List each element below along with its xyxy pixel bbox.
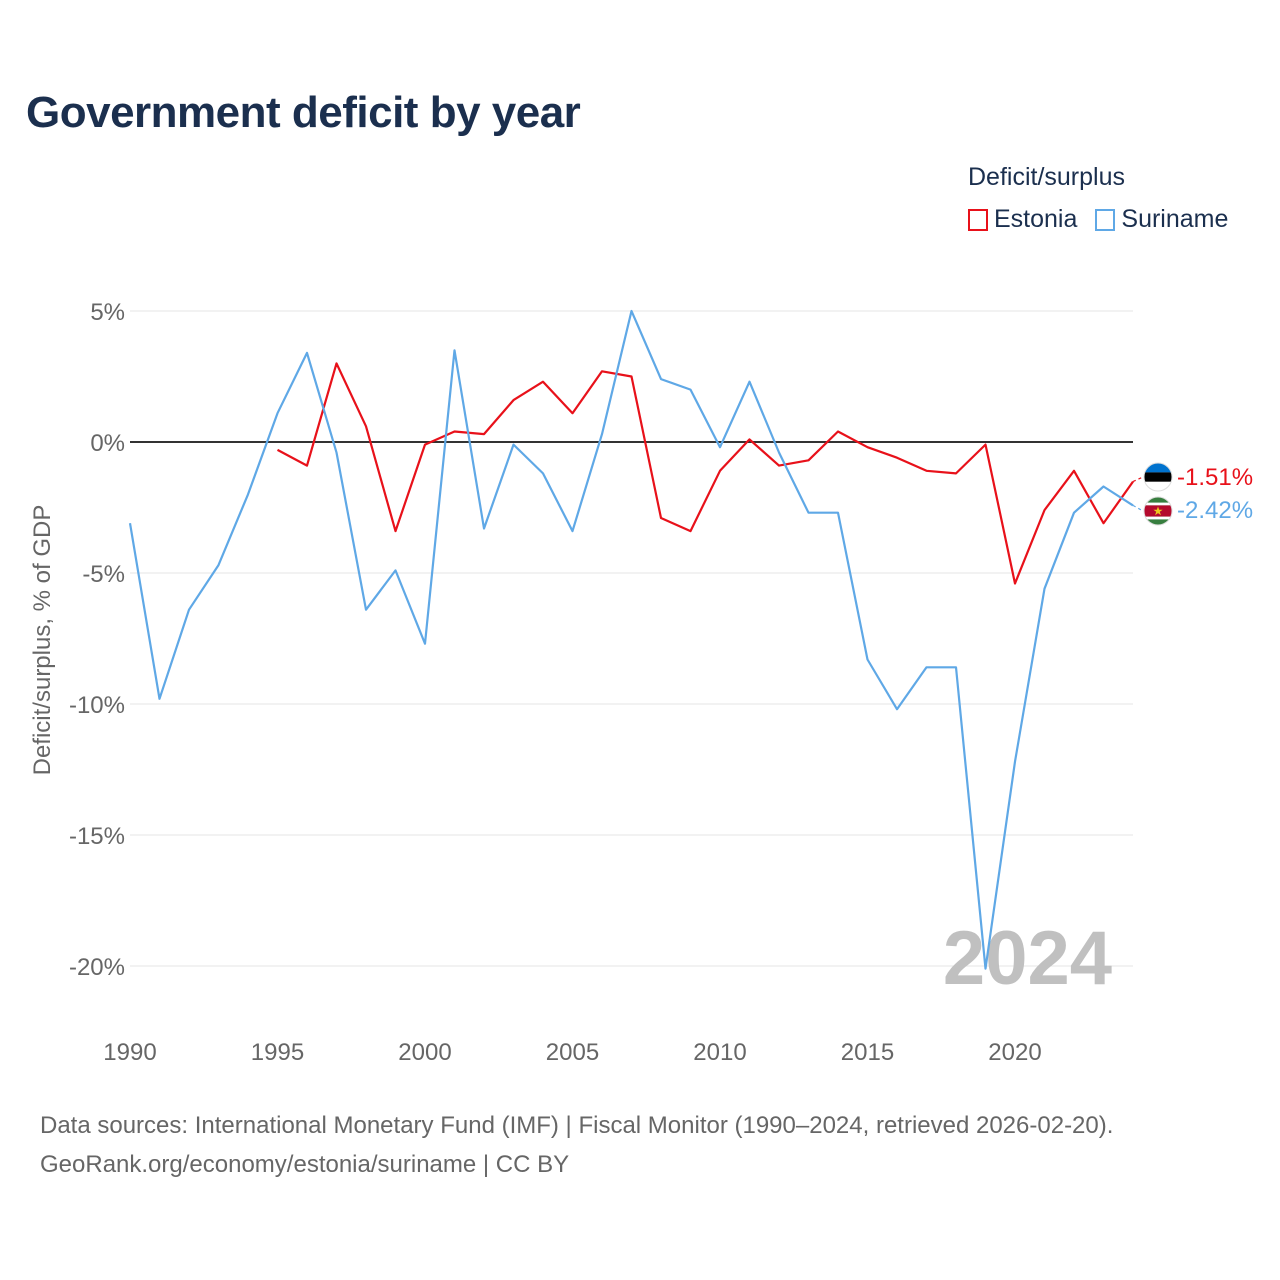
x-tick-label: 2000 [398, 1039, 451, 1066]
x-tick-label: 2010 [693, 1039, 746, 1066]
line-chart: 5% 0% -5% -10% -15% -20% 1990 1995 2000 2005 2010… [29, 299, 1253, 1066]
page-title: Government deficit by year [26, 88, 581, 137]
estonia-flag-icon [1144, 463, 1172, 491]
legend-item-suriname[interactable]: Suriname [1095, 205, 1228, 234]
series-line-suriname[interactable] [128, 309, 1134, 970]
x-tick-label: 2015 [841, 1039, 894, 1066]
y-tick-label: -20% [69, 954, 125, 981]
source-line-2: GeoRank.org/economy/estonia/suriname | C… [40, 1151, 570, 1178]
x-axis: 1990 1995 2000 2005 2010 2015 2020 [103, 1039, 1041, 1066]
suriname-flag-icon [1144, 497, 1172, 525]
x-tick-label: 1990 [103, 1039, 156, 1066]
legend-label-suriname: Suriname [1121, 205, 1229, 233]
estonia-flag-border [1143, 462, 1173, 492]
end-label-estonia: -1.51% [1177, 464, 1253, 491]
legend: Estonia Suriname [968, 205, 1228, 234]
source-note: Data sources: International Monetary Fun… [40, 1106, 1113, 1184]
end-label-suriname: -2.42% [1177, 497, 1253, 524]
series-line-estonia[interactable] [276, 362, 1134, 585]
connector-estonia [1132, 476, 1144, 483]
legend-title: Deficit/surplus [968, 163, 1125, 191]
y-tick-label: -5% [82, 561, 125, 588]
y-tick-label: 5% [90, 299, 125, 326]
suriname-flag-border [1143, 496, 1173, 526]
y-tick-label: 0% [90, 430, 125, 457]
y-tick-label: -10% [69, 692, 125, 719]
legend-swatch-suriname [1095, 208, 1116, 231]
y-axis: 5% 0% -5% -10% -15% -20% [69, 299, 125, 981]
y-tick-label: -15% [69, 823, 125, 850]
x-tick-label: 2020 [988, 1039, 1041, 1066]
legend-label-estonia: Estonia [994, 205, 1078, 233]
grid [130, 310, 1133, 967]
series [128, 309, 1144, 970]
legend-swatch-estonia [968, 208, 988, 231]
x-tick-label: 1995 [251, 1039, 304, 1066]
source-line-1: Data sources: International Monetary Fun… [40, 1112, 1114, 1139]
connector-suriname [1132, 504, 1144, 512]
year-watermark: 2024 [943, 916, 1112, 1001]
legend-item-estonia[interactable]: Estonia [968, 205, 1077, 234]
x-tick-label: 2005 [546, 1039, 599, 1066]
y-axis-label: Deficit/surplus, % of GDP [29, 505, 56, 776]
